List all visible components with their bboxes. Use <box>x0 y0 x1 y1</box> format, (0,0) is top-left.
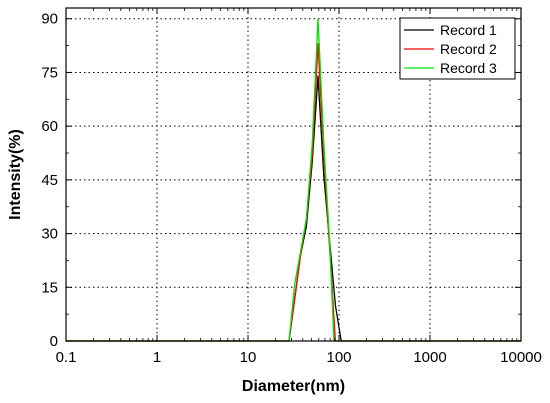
x-tick-label: 100 <box>326 349 351 366</box>
tick-labels: 0.1 1 10 100 1000 10000 0 15 30 45 60 75 90 <box>41 11 542 366</box>
legend-label-record-3: Record 3 <box>440 60 497 76</box>
x-tick-label: 1000 <box>413 349 446 366</box>
y-tick-label: 60 <box>41 118 58 135</box>
legend-label-record-2: Record 2 <box>440 41 497 57</box>
y-axis-title: Intensity(%) <box>7 129 24 220</box>
y-tick-label: 75 <box>41 64 58 81</box>
series-line-record-3 <box>66 18 521 342</box>
x-tick-label: 1 <box>153 349 161 366</box>
x-tick-label: 10 <box>240 349 257 366</box>
legend-label-record-1: Record 1 <box>440 22 497 38</box>
y-tick-label: 30 <box>41 226 58 243</box>
x-axis-title: Diameter(nm) <box>242 378 345 395</box>
series-layer <box>66 18 521 342</box>
plot-frame <box>65 7 522 342</box>
axes <box>65 7 522 342</box>
y-tick-label: 90 <box>41 11 58 28</box>
y-tick-label: 15 <box>41 279 58 296</box>
y-tick-label: 45 <box>41 172 58 189</box>
x-tick-label: 0.1 <box>56 349 77 366</box>
x-tick-label: 10000 <box>500 349 542 366</box>
y-tick-label: 0 <box>50 333 58 350</box>
legend: Record 1 Record 2 Record 3 <box>399 17 516 80</box>
